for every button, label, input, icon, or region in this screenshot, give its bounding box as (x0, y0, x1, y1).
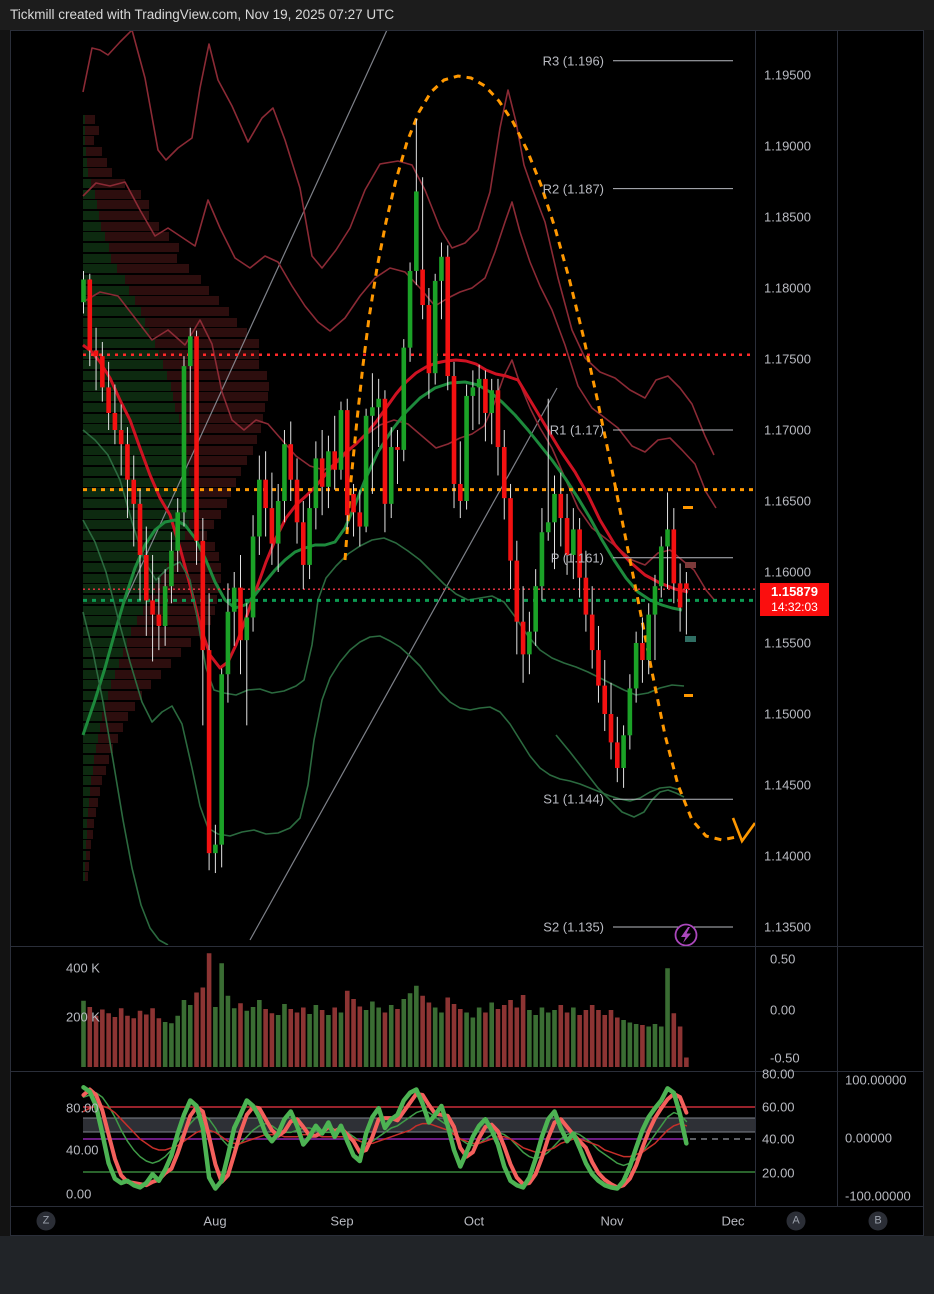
last-price-tag: 1.15879 14:32:03 (760, 583, 829, 616)
attribution-bar: Tickmill created with TradingView.com, N… (0, 0, 934, 30)
last-price-value: 1.15879 (771, 584, 818, 599)
band-line-greenOuterRight (555, 734, 685, 818)
pane-borders (10, 30, 924, 1236)
attribution-text: Tickmill created with TradingView.com, N… (10, 7, 395, 22)
band-line-upperOuter (82, 31, 715, 456)
parabola-arrowhead (731, 817, 755, 844)
main-pane-layer (81, 30, 755, 945)
osc-thick-red-line (81, 1087, 689, 1190)
projected-level-mark (685, 636, 696, 642)
band-line-greenInner (82, 429, 685, 696)
osc-thin-red-line (82, 1105, 688, 1158)
projected-level-mark (685, 562, 696, 568)
band-line-upperMid (82, 181, 717, 509)
projected-level-mark (684, 694, 693, 697)
brand-footer: TradingView (0, 1236, 934, 1294)
gray-trendline[interactable] (120, 30, 388, 611)
osc-thick-green-line (81, 1085, 689, 1191)
gray-trendline[interactable] (249, 387, 558, 941)
volume-profile-layer (83, 115, 269, 881)
band-line-greenMA (81, 380, 683, 736)
lightning-badge-icon[interactable] (674, 923, 698, 947)
last-price-countdown: 14:32:03 (771, 600, 818, 614)
oscillator-pane-layer (81, 1085, 755, 1191)
band-line-redMA (82, 343, 689, 670)
volume-pane-layer (81, 953, 689, 1067)
band-line-greenMid (82, 519, 681, 837)
band-line-greenOuterLeft (82, 611, 169, 945)
parabola-projection[interactable] (343, 74, 737, 842)
projected-level-mark (683, 506, 693, 509)
candlestick-layer[interactable] (81, 119, 689, 874)
